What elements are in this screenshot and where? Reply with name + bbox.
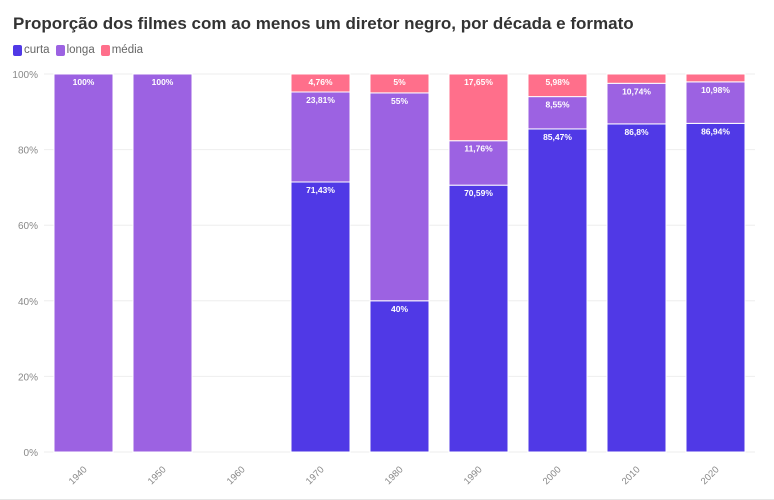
data-label: 10,98% [701, 85, 730, 95]
data-label: 55% [391, 96, 408, 106]
bar-longa-1940 [53, 73, 114, 453]
bar-longa-1950 [132, 73, 193, 453]
data-label: 100% [73, 77, 95, 87]
bar-curta-2010 [606, 123, 667, 453]
data-label: 5,98% [545, 77, 570, 87]
bar-longa-2010 [606, 82, 667, 125]
data-label: 8,55% [545, 100, 570, 110]
data-label: 11,76% [464, 144, 493, 154]
data-label: 70,59% [464, 188, 493, 198]
data-label: 86,94% [701, 126, 730, 136]
x-tick-label: 1970 [304, 464, 327, 487]
bar-curta-2000 [527, 128, 588, 453]
x-tick-label: 2010 [620, 464, 643, 487]
data-label: 17,65% [464, 77, 493, 87]
bar-longa-2020 [685, 81, 746, 124]
data-label: 23,81% [306, 95, 335, 105]
x-tick-label: 1950 [146, 464, 169, 487]
x-tick-label: 1990 [462, 464, 485, 487]
y-tick-label: 20% [18, 372, 38, 383]
legend: curta longa média [13, 44, 143, 56]
data-label: 40% [391, 304, 408, 314]
legend-item-longa[interactable]: longa [55, 44, 95, 56]
data-label: 86,8% [624, 127, 649, 137]
data-label: 4,76% [308, 77, 333, 87]
bar-média-1970 [290, 73, 351, 93]
bar-média-1990 [448, 73, 509, 142]
y-tick-label: 60% [18, 221, 38, 232]
x-tick-label: 1980 [383, 464, 406, 487]
x-tick-label: 1960 [225, 464, 248, 487]
chart-title: Proporção dos filmes com ao menos um dir… [13, 14, 634, 33]
bar-longa-1990 [448, 140, 509, 186]
data-label: 10,74% [622, 86, 651, 96]
bar-longa-2000 [527, 96, 588, 130]
data-label: 5% [393, 77, 406, 87]
legend-item-curta[interactable]: curta [13, 44, 50, 56]
legend-label: curta [24, 44, 50, 56]
data-label: 85,47% [543, 132, 572, 142]
bar-média-2000 [527, 73, 588, 98]
bar-média-2020 [685, 73, 746, 83]
bar-curta-1990 [448, 184, 509, 453]
bar-média-1980 [369, 73, 430, 94]
y-tick-label: 100% [12, 70, 38, 81]
bar-curta-2020 [685, 122, 746, 453]
legend-label: longa [66, 44, 95, 56]
x-tick-label: 1940 [67, 464, 90, 487]
data-label: 100% [152, 77, 174, 87]
bar-curta-1980 [369, 300, 430, 453]
legend-swatch-longa [55, 44, 65, 56]
legend-item-media[interactable]: média [100, 44, 144, 56]
bar-longa-1970 [290, 91, 351, 183]
legend-swatch-curta [13, 44, 22, 56]
data-label: 71,43% [306, 185, 335, 195]
bar-longa-1980 [369, 92, 430, 302]
legend-swatch-media [100, 44, 110, 56]
bar-curta-1970 [290, 181, 351, 453]
y-tick-label: 0% [24, 448, 39, 459]
legend-label: média [111, 44, 144, 56]
y-tick-label: 80% [18, 146, 38, 157]
y-tick-label: 40% [18, 297, 38, 308]
x-tick-label: 2000 [541, 464, 564, 487]
x-tick-label: 2020 [699, 464, 722, 487]
bar-média-2010 [606, 73, 667, 84]
